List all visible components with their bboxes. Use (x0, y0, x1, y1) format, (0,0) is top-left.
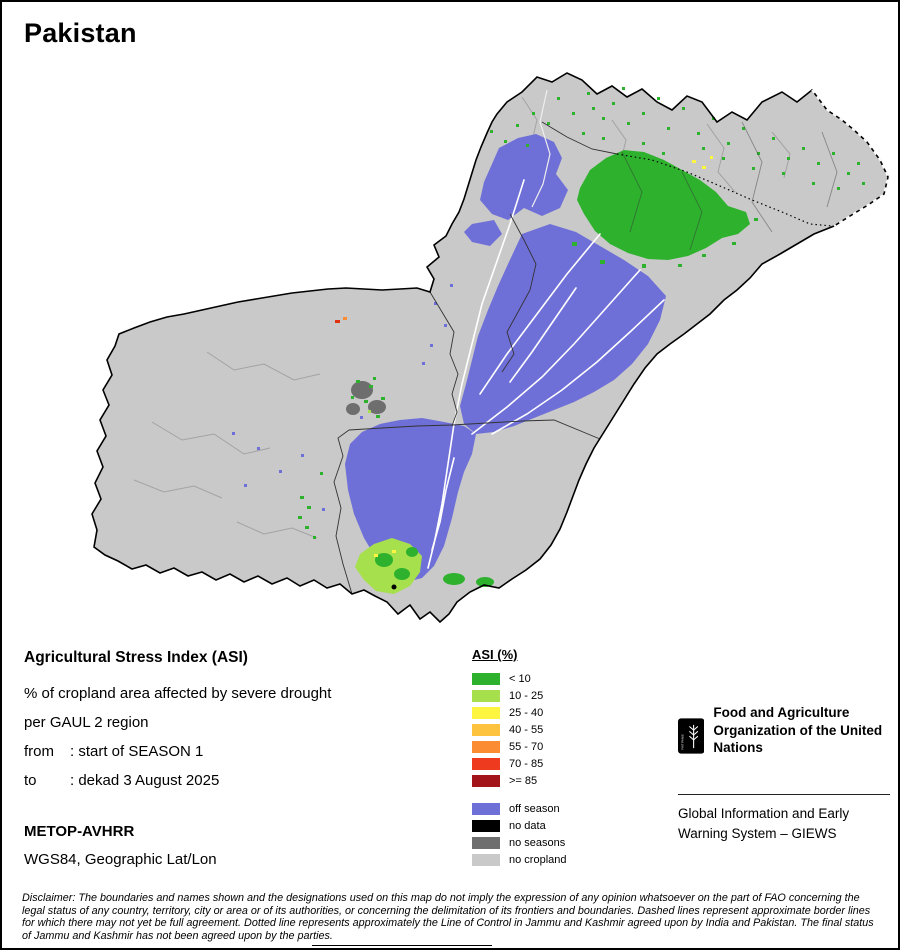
legend-swatch (472, 853, 500, 866)
legend-class-label: >= 85 (509, 774, 538, 787)
legend-asi-classes: < 10 10 - 25 25 - 40 40 - 55 55 - 70 70 - 85 >… (472, 670, 567, 789)
legend-row: 70 - 85 (472, 755, 567, 772)
legend-extra-classes: off season no data no seasons no cropland (472, 800, 567, 868)
legend-class-label: off season (509, 802, 560, 815)
legend: ASI (%) < 10 10 - 25 25 - 40 40 - 55 55 - 70… (472, 647, 567, 868)
legend-row: 55 - 70 (472, 738, 567, 755)
legend-class-label: 70 - 85 (509, 757, 544, 770)
to-value: : dekad 3 August 2025 (70, 772, 220, 789)
legend-swatch (472, 774, 500, 787)
fao-separator (678, 794, 890, 795)
legend-row: no cropland (472, 851, 567, 868)
from-value: : start of SEASON 1 (70, 743, 204, 760)
giews-label: Global Information and Early Warning Sys… (678, 806, 850, 842)
from-label: from (24, 743, 54, 760)
from-line: from : start of SEASON 1 (24, 743, 464, 760)
legend-row: off season (472, 800, 567, 817)
orange-speckle (343, 317, 347, 320)
yellow-speckles (692, 156, 713, 169)
info-block: Agricultural Stress Index (ASI) % of cro… (24, 649, 464, 868)
green-fringe-speckles (572, 218, 758, 268)
legend-swatch (472, 689, 500, 702)
legend-class-label: < 10 (509, 672, 531, 685)
legend-swatch (472, 757, 500, 770)
projection-info: WGS84, Geographic Lat/Lon (24, 851, 217, 868)
north-river (531, 89, 551, 208)
page-title: Pakistan (24, 18, 137, 48)
legend-row: >= 85 (472, 772, 567, 789)
legend-swatch (472, 723, 500, 736)
pakistan-map (91, 72, 889, 624)
offseason-speckles (232, 284, 453, 511)
description-line-2: per GAUL 2 region (24, 714, 149, 731)
legend-class-label: 25 - 40 (509, 706, 544, 719)
wheat-icon (689, 724, 699, 749)
legend-swatch (472, 836, 500, 849)
fao-org-name: Food and Agriculture Organization of the… (713, 705, 883, 756)
sensor-name: METOP-AVHRR (24, 823, 135, 840)
legend-row: < 10 (472, 670, 567, 687)
legend-class-label: 10 - 25 (509, 689, 544, 702)
legend-class-label: no cropland (509, 853, 567, 866)
to-line: to : dekad 3 August 2025 (24, 772, 464, 789)
legend-class-label: 40 - 55 (509, 723, 544, 736)
legend-row: 25 - 40 (472, 704, 567, 721)
legend-swatch (472, 802, 500, 815)
legend-title: ASI (%) (472, 647, 518, 662)
line-of-control (616, 153, 833, 227)
west-green-speckles (298, 472, 323, 539)
red-speckle (335, 320, 340, 323)
legend-class-label: 55 - 70 (509, 740, 544, 753)
disclaimer-text: Disclaimer: The boundaries and names sho… (22, 892, 874, 943)
fao-logo: FIAT PANIS (678, 718, 705, 754)
legend-swatch (472, 740, 500, 753)
legend-swatch (472, 706, 500, 719)
no-seasons-patches (346, 381, 386, 415)
to-label: to (24, 772, 37, 789)
legend-class-label: no data (509, 819, 546, 832)
legend-swatch (472, 819, 500, 832)
legend-class-label: no seasons (509, 836, 566, 849)
bottom-rule (312, 945, 492, 946)
north-green-speckles (490, 87, 865, 190)
admin-boundary-lines (333, 121, 838, 595)
quetta-green-speckles (351, 377, 385, 418)
offseason-regions (232, 134, 666, 582)
asi-heading: Agricultural Stress Index (ASI) (24, 649, 248, 666)
fao-block: FIAT PANIS Food and Agriculture Organiza… (678, 700, 890, 845)
legend-row: 10 - 25 (472, 687, 567, 704)
fao-motto: FIAT PANIS (680, 734, 684, 749)
dashed-border-overlay (811, 89, 889, 227)
river-lines (427, 179, 665, 569)
description-line-1: % of cropland area affected by severe dr… (24, 685, 332, 702)
legend-row: no seasons (472, 834, 567, 851)
asi-regions (298, 87, 865, 594)
legend-row: no data (472, 817, 567, 834)
legend-row: 40 - 55 (472, 721, 567, 738)
legend-swatch (472, 672, 500, 685)
